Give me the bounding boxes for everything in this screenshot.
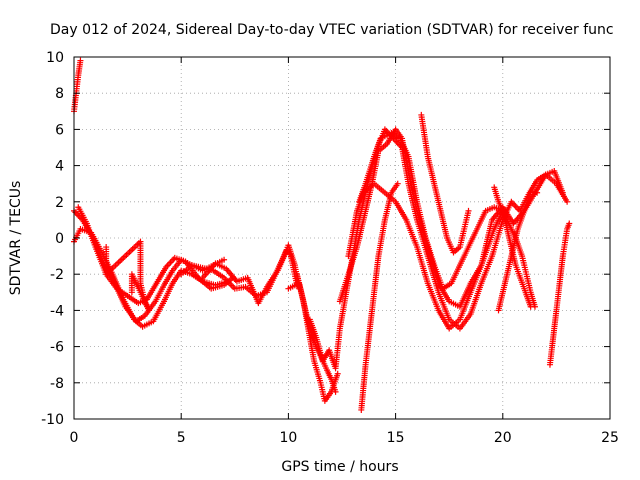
axis-ticks: 0 5 10 15 20 25 -10 -8 -6 -4 -2 0 2 4 6 8 10 <box>41 50 619 446</box>
y-tick-label: 6 <box>55 122 64 138</box>
data-point-marker <box>564 198 571 205</box>
y-tick-label: -4 <box>50 303 64 319</box>
data-point-marker <box>534 189 541 196</box>
series-trace-7 <box>199 247 300 307</box>
data-points <box>71 57 573 413</box>
series-trace-18 <box>546 220 573 368</box>
y-tick-label: 10 <box>46 50 64 66</box>
data-point-marker <box>221 256 228 263</box>
x-tick-label: 10 <box>279 430 297 446</box>
series-trace-17 <box>495 189 541 314</box>
y-tick-label: -2 <box>50 267 64 283</box>
chart-title: Day 012 of 2024, Sidereal Day-to-day VTE… <box>50 22 614 38</box>
data-point-marker <box>566 220 573 227</box>
series-trace-4 <box>75 204 236 307</box>
series-trace-1 <box>71 57 84 115</box>
series-trace-9 <box>293 271 341 404</box>
y-tick-label: -8 <box>50 376 64 392</box>
series-trace-14 <box>358 180 401 413</box>
series-trace-13 <box>345 180 534 332</box>
data-point-marker <box>128 289 135 296</box>
series-trace-5 <box>103 238 153 314</box>
grid-lines <box>74 57 610 419</box>
x-tick-label: 25 <box>601 430 619 446</box>
y-axis-label: SDTVAR / TECUs <box>8 181 24 296</box>
y-tick-label: 0 <box>55 231 64 247</box>
series-trace-15 <box>418 111 472 256</box>
data-point-marker <box>531 303 538 310</box>
x-tick-label: 15 <box>387 430 405 446</box>
x-tick-label: 5 <box>177 430 186 446</box>
y-tick-label: -6 <box>50 340 64 356</box>
y-tick-label: 4 <box>55 159 64 175</box>
y-tick-label: 8 <box>55 86 64 102</box>
data-point-marker <box>465 207 472 214</box>
y-tick-label: -10 <box>41 412 64 428</box>
x-axis-label: GPS time / hours <box>281 459 398 475</box>
data-point-marker <box>334 370 341 377</box>
data-point-marker <box>77 57 84 64</box>
y-tick-label: 2 <box>55 195 64 211</box>
x-tick-label: 0 <box>70 430 79 446</box>
data-point-marker <box>394 180 401 187</box>
x-tick-label: 20 <box>494 430 512 446</box>
